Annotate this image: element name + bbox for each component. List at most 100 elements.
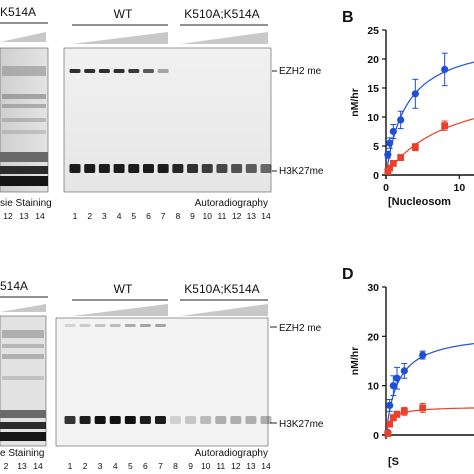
lane-number: 9 (188, 461, 193, 471)
y-axis-label: nM/hr (349, 347, 361, 376)
gel-band (94, 324, 106, 327)
data-point (419, 351, 427, 359)
data-point (441, 65, 449, 74)
data-point (384, 430, 392, 437)
x-tick-label: 10 (453, 182, 465, 194)
gel-band (230, 416, 242, 424)
bottom-mutant-header: K510A;K514A (184, 282, 259, 296)
gel-band (245, 164, 257, 173)
chart-d: D 0 10 20 30 nM/hr [S (342, 266, 474, 468)
lane-number: 14 (35, 211, 45, 221)
x-axis-label: [S (388, 456, 399, 468)
panel-label: B (342, 9, 354, 26)
gel-band (260, 164, 272, 173)
lane-number: 6 (143, 461, 148, 471)
top-left-caption: sie Staining (0, 198, 52, 209)
top-left-header: K514A (0, 5, 36, 19)
lane-number: 5 (131, 211, 136, 221)
top-mutant-header: K510A;K514A (184, 7, 259, 21)
lane-number: 6 (146, 211, 151, 221)
gel-band (154, 324, 166, 327)
bottom-gel-row: 514A WT K510A;K514A EZH2 me H3K27me e (0, 279, 324, 471)
gel-band (128, 164, 140, 173)
y-tick-label: 5 (373, 141, 379, 153)
gel-band (124, 324, 136, 327)
top-h3k27me-label: H3K27me (279, 166, 324, 177)
gel-band (98, 164, 110, 173)
gel-band (231, 164, 243, 173)
ezh2-bands (69, 69, 169, 73)
gel-band (139, 416, 151, 424)
fit-curve (385, 343, 474, 436)
lane-number: 14 (261, 461, 271, 471)
y-tick-label: 20 (367, 331, 379, 343)
data-point (386, 139, 394, 147)
data-point (441, 122, 449, 130)
y-tick-label: 0 (373, 170, 379, 182)
gel-band (185, 416, 197, 424)
gel-band (79, 416, 91, 424)
y-tick-label: 20 (367, 54, 379, 66)
gel-band (128, 69, 140, 73)
gel-band (215, 416, 227, 424)
gel-band (157, 69, 169, 73)
gel-band (64, 324, 76, 327)
lane-number: 7 (158, 461, 163, 471)
lane-number: 8 (175, 211, 180, 221)
gel-band (64, 416, 76, 424)
lane-number: 13 (246, 461, 256, 471)
x-tick-label: 0 (383, 182, 389, 194)
lane-number: 3 (102, 211, 107, 221)
y-tick-label: 10 (367, 381, 379, 393)
data-point (389, 414, 397, 422)
gel-band (200, 416, 212, 424)
wt-wedge (72, 32, 168, 44)
y-tick-label: 15 (367, 83, 379, 95)
gel-band (172, 164, 184, 173)
concentration-wedge (0, 32, 46, 42)
top-wt-header: WT (114, 7, 133, 21)
chart-b: B 0 5 10 15 20 25 0 10 nM/hr [Nucleosom (342, 9, 474, 208)
gel-band (79, 324, 91, 327)
lane-number: 3 (98, 461, 103, 471)
gel-band (142, 69, 154, 73)
data-point (389, 127, 397, 136)
lane-number: 2 (87, 211, 92, 221)
data-point (400, 407, 408, 415)
lane-number: 12 (3, 211, 13, 221)
bottom-left-header: 514A (0, 279, 28, 293)
gel-band (84, 164, 96, 173)
y-tick-label: 25 (367, 25, 379, 37)
top-ezh2-label: EZH2 me (279, 66, 322, 77)
gel-band (216, 164, 228, 173)
lane-number: 7 (161, 211, 166, 221)
data-point (393, 410, 401, 418)
data-point (389, 160, 397, 167)
bottom-h3k27me-label: H3K27me (279, 419, 324, 430)
data-point (397, 116, 405, 124)
top-right-caption: Autoradiography (195, 198, 268, 209)
top-coomassie-gel (0, 47, 49, 193)
fit-curve (385, 118, 474, 176)
y-axis-label: nM/hr (349, 88, 361, 117)
lane-number: 2 (4, 461, 9, 471)
x-axis-label: [Nucleosom (388, 196, 451, 208)
lane-number: 10 (201, 461, 211, 471)
lane-number: 1 (68, 461, 73, 471)
lane-number: 11 (218, 211, 227, 221)
bottom-right-caption: Autoradiography (195, 448, 268, 459)
gel-band (170, 416, 182, 424)
data-point (400, 367, 408, 375)
lane-number: 11 (216, 461, 225, 471)
data-point (411, 143, 419, 151)
y-tick-label: 30 (367, 282, 379, 294)
lane-number: 12 (231, 461, 241, 471)
data-point (419, 404, 427, 412)
top-right-lane-numbers: 1 2 3 4 5 6 7 8 9 10 11 12 13 14 (73, 211, 271, 221)
gel-band (154, 416, 166, 424)
lane-number: 1 (73, 211, 78, 221)
lane-number: 9 (190, 211, 195, 221)
lane-number: 10 (202, 211, 212, 221)
top-left-lane-numbers: 12 13 14 (3, 211, 45, 221)
top-autoradiography-gel (63, 47, 272, 193)
